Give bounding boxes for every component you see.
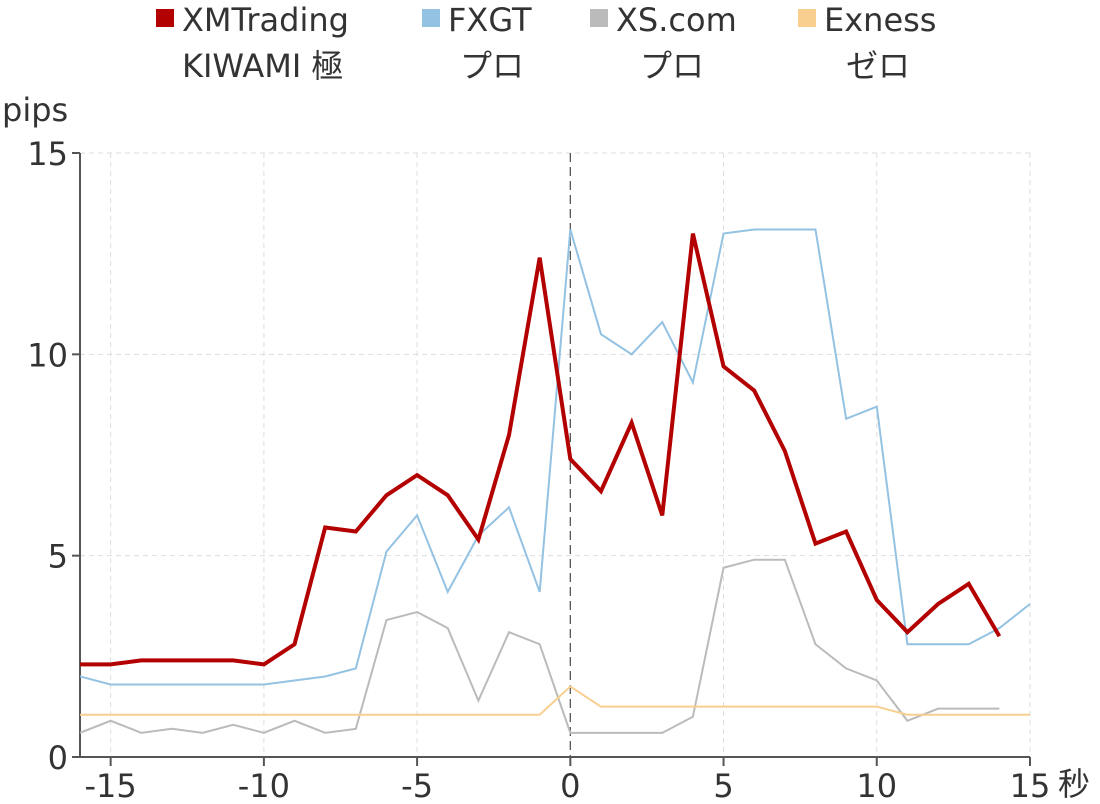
legend-swatch-2 bbox=[422, 9, 440, 27]
x-tick-label: -15 bbox=[85, 767, 137, 804]
x-tick-label: 10 bbox=[856, 767, 897, 804]
y-tick-label: 10 bbox=[27, 336, 68, 374]
x-tick-label: 15 bbox=[1010, 767, 1051, 804]
x-tick-label: -10 bbox=[238, 767, 290, 804]
x-tick-label: 0 bbox=[560, 767, 580, 804]
series-line-3 bbox=[79, 558, 1000, 734]
legend-swatch-4 bbox=[798, 9, 816, 27]
legend-swatch-3 bbox=[590, 9, 608, 27]
legend-label-1: XMTrading bbox=[182, 1, 349, 39]
series-line-2 bbox=[79, 228, 1031, 686]
legend-swatch-1 bbox=[156, 9, 174, 27]
y-tick-label: 5 bbox=[48, 538, 68, 576]
x-tick-label: 5 bbox=[713, 767, 733, 804]
legend-sublabel-4: ゼロ bbox=[846, 47, 910, 85]
y-axis-label: pips bbox=[2, 91, 68, 129]
legend-label-3: XS.com bbox=[616, 1, 737, 39]
y-tick-label: 0 bbox=[48, 739, 68, 777]
legend-sublabel-3: プロ bbox=[640, 47, 704, 85]
y-tick-label: 15 bbox=[27, 135, 68, 173]
legend-sublabel-2: プロ bbox=[460, 47, 524, 85]
series-layer bbox=[79, 228, 1031, 734]
x-axis-label: 秒 bbox=[1058, 765, 1090, 803]
legend-label-2: FXGT bbox=[448, 1, 532, 39]
axes bbox=[72, 152, 1031, 766]
x-tick-label: -5 bbox=[401, 767, 433, 804]
tick-labels: -15 -10 -5 0 5 10 15 0 5 10 15 bbox=[27, 135, 1050, 804]
legend: XMTrading FXGT XS.com Exness KIWAMI 極 プロ プロ ゼロ bbox=[156, 1, 936, 85]
grid bbox=[80, 152, 1031, 757]
legend-sublabel-1: KIWAMI 極 bbox=[182, 47, 343, 85]
legend-label-4: Exness bbox=[824, 1, 936, 39]
series-line-1 bbox=[80, 233, 1002, 667]
series-line-4 bbox=[80, 685, 1030, 716]
